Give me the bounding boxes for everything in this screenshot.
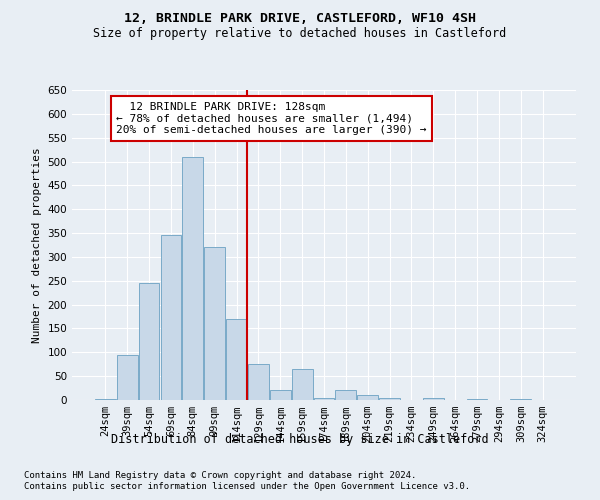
Text: 12, BRINDLE PARK DRIVE, CASTLEFORD, WF10 4SH: 12, BRINDLE PARK DRIVE, CASTLEFORD, WF10… bbox=[124, 12, 476, 26]
Bar bbox=[95, 398, 116, 400]
Y-axis label: Number of detached properties: Number of detached properties bbox=[32, 147, 42, 343]
Text: Size of property relative to detached houses in Castleford: Size of property relative to detached ho… bbox=[94, 28, 506, 40]
Bar bbox=[139, 283, 160, 400]
Text: 12 BRINDLE PARK DRIVE: 128sqm
← 78% of detached houses are smaller (1,494)
20% o: 12 BRINDLE PARK DRIVE: 128sqm ← 78% of d… bbox=[116, 102, 427, 135]
Bar bbox=[182, 157, 203, 400]
Text: Contains HM Land Registry data © Crown copyright and database right 2024.: Contains HM Land Registry data © Crown c… bbox=[24, 471, 416, 480]
Bar bbox=[270, 390, 290, 400]
Bar bbox=[292, 369, 313, 400]
Bar bbox=[161, 236, 181, 400]
Bar bbox=[511, 398, 531, 400]
Bar bbox=[467, 398, 487, 400]
Bar bbox=[423, 398, 444, 400]
Text: Contains public sector information licensed under the Open Government Licence v3: Contains public sector information licen… bbox=[24, 482, 470, 491]
Text: Distribution of detached houses by size in Castleford: Distribution of detached houses by size … bbox=[111, 432, 489, 446]
Bar bbox=[335, 390, 356, 400]
Bar bbox=[379, 398, 400, 400]
Bar bbox=[204, 248, 225, 400]
Bar bbox=[248, 364, 269, 400]
Bar bbox=[226, 319, 247, 400]
Bar bbox=[314, 398, 334, 400]
Bar bbox=[117, 354, 137, 400]
Bar bbox=[358, 395, 378, 400]
